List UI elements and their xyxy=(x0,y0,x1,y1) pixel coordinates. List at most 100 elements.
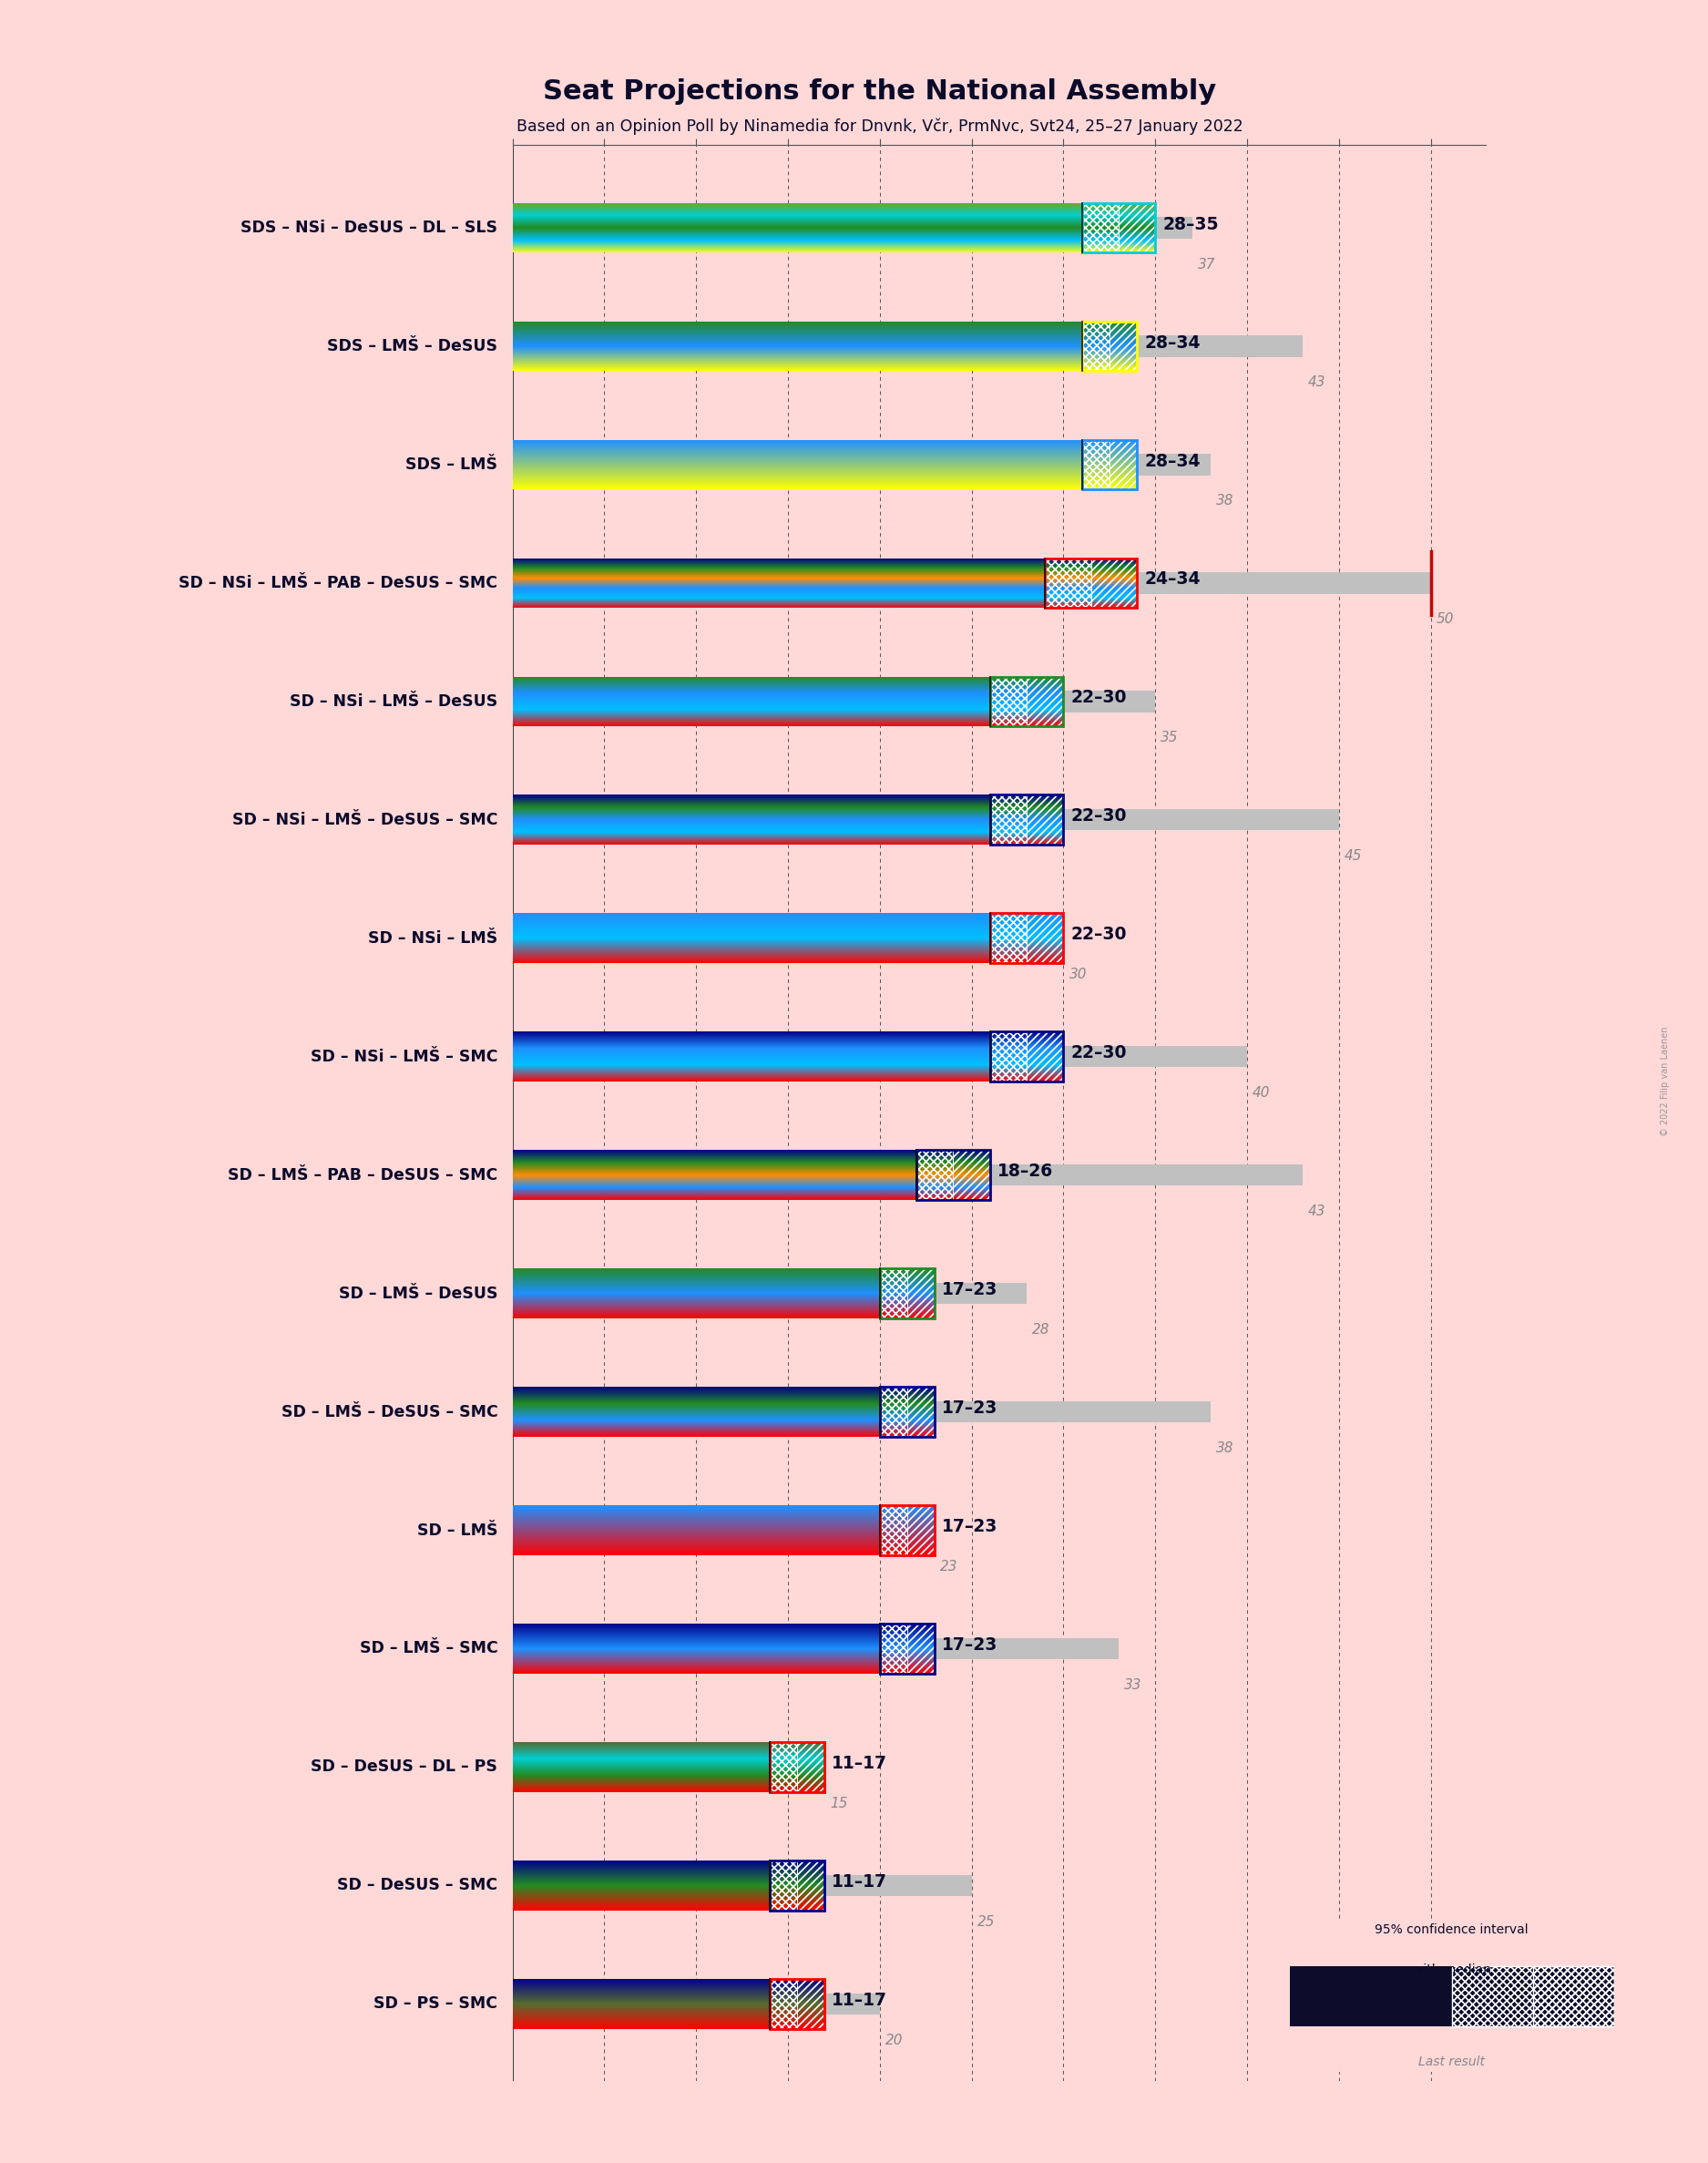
Bar xyxy=(512,216,1192,238)
Text: SDS – LMŠ: SDS – LMŠ xyxy=(407,456,497,474)
Text: SD – DeSUS – DL – PS: SD – DeSUS – DL – PS xyxy=(311,1759,497,1776)
Text: 28–34: 28–34 xyxy=(1144,452,1201,469)
Bar xyxy=(512,1875,972,1897)
Bar xyxy=(798,1979,825,2029)
Text: 15: 15 xyxy=(830,1797,847,1810)
Text: 37: 37 xyxy=(1197,257,1216,270)
Text: SD – LMŠ: SD – LMŠ xyxy=(417,1523,497,1538)
Bar xyxy=(1081,203,1155,253)
Bar xyxy=(991,1032,1027,1082)
Bar xyxy=(880,1268,934,1317)
Text: 11–17: 11–17 xyxy=(832,1754,888,1771)
Bar xyxy=(880,1386,907,1436)
Text: 22–30: 22–30 xyxy=(1071,807,1127,824)
Bar xyxy=(512,928,1064,950)
Text: 22–30: 22–30 xyxy=(1071,1045,1127,1062)
Bar xyxy=(953,1151,991,1200)
Text: 17–23: 17–23 xyxy=(943,1637,997,1655)
Bar xyxy=(770,1860,798,1910)
Bar xyxy=(907,1268,934,1317)
Bar xyxy=(1452,1966,1614,2027)
Text: 24–34: 24–34 xyxy=(1144,571,1201,588)
Bar xyxy=(512,454,1211,476)
Text: 43: 43 xyxy=(1308,376,1325,389)
Bar xyxy=(880,1386,934,1436)
Bar xyxy=(1081,203,1119,253)
Text: with median: with median xyxy=(1413,1964,1491,1975)
Bar xyxy=(512,690,1155,712)
Bar xyxy=(907,1505,934,1555)
Bar xyxy=(991,913,1027,963)
Bar xyxy=(880,1268,907,1317)
Bar xyxy=(1119,203,1155,253)
Bar xyxy=(770,1860,825,1910)
Bar xyxy=(512,1402,1211,1423)
Text: SD – PS – SMC: SD – PS – SMC xyxy=(374,1996,497,2012)
Text: SD – NSi – LMŠ – SMC: SD – NSi – LMŠ – SMC xyxy=(311,1049,497,1064)
Text: 30: 30 xyxy=(1069,967,1086,982)
Text: 33: 33 xyxy=(1124,1678,1143,1691)
Text: SD – NSi – LMŠ: SD – NSi – LMŠ xyxy=(369,930,497,947)
Bar xyxy=(770,1741,798,1791)
Text: SD – NSi – LMŠ – DeSUS: SD – NSi – LMŠ – DeSUS xyxy=(290,692,497,709)
Text: 95% confidence interval: 95% confidence interval xyxy=(1375,1923,1529,1936)
Bar xyxy=(1091,558,1138,608)
Text: 28: 28 xyxy=(1032,1324,1050,1337)
Text: 23: 23 xyxy=(941,1560,958,1573)
Bar xyxy=(770,1979,798,2029)
Bar xyxy=(512,1521,934,1540)
Text: © 2022 Filip van Laenen: © 2022 Filip van Laenen xyxy=(1660,1027,1670,1136)
Bar xyxy=(1110,322,1138,372)
Bar xyxy=(512,809,1339,831)
Bar xyxy=(991,677,1064,727)
Text: 22–30: 22–30 xyxy=(1071,926,1127,943)
Bar xyxy=(991,677,1027,727)
Bar xyxy=(1534,1966,1614,2027)
Bar xyxy=(880,1624,934,1674)
Bar xyxy=(512,573,1431,593)
Bar xyxy=(512,335,1301,357)
Text: SD – LMŠ – PAB – DeSUS – SMC: SD – LMŠ – PAB – DeSUS – SMC xyxy=(227,1166,497,1183)
Bar xyxy=(1081,322,1110,372)
Text: 43: 43 xyxy=(1308,1205,1325,1218)
Text: 28–35: 28–35 xyxy=(1163,216,1220,234)
Text: 11–17: 11–17 xyxy=(832,1992,888,2009)
Text: Last result: Last result xyxy=(1419,2055,1484,2068)
Bar xyxy=(770,1979,825,2029)
Text: SD – DeSUS – SMC: SD – DeSUS – SMC xyxy=(336,1877,497,1893)
Bar xyxy=(1027,796,1064,846)
Bar xyxy=(917,1151,953,1200)
Text: SD – NSi – LMŠ – DeSUS – SMC: SD – NSi – LMŠ – DeSUS – SMC xyxy=(232,811,497,828)
Text: 17–23: 17–23 xyxy=(943,1399,997,1417)
Bar xyxy=(798,1860,825,1910)
Bar xyxy=(512,1164,1301,1185)
Bar xyxy=(1045,558,1091,608)
Bar xyxy=(991,1032,1064,1082)
Bar xyxy=(1290,1966,1452,2027)
Text: 22–30: 22–30 xyxy=(1071,690,1127,707)
Bar xyxy=(1027,677,1064,727)
Text: SD – LMŠ – DeSUS – SMC: SD – LMŠ – DeSUS – SMC xyxy=(282,1404,497,1421)
Bar xyxy=(880,1505,907,1555)
Text: 28–34: 28–34 xyxy=(1144,333,1201,350)
Text: Seat Projections for the National Assembly: Seat Projections for the National Assemb… xyxy=(543,78,1216,106)
Text: SD – NSi – LMŠ – PAB – DeSUS – SMC: SD – NSi – LMŠ – PAB – DeSUS – SMC xyxy=(179,575,497,590)
Bar xyxy=(512,1756,787,1778)
Bar xyxy=(991,796,1027,846)
Text: 40: 40 xyxy=(1252,1086,1271,1101)
Bar xyxy=(512,1047,1247,1066)
Bar xyxy=(512,1992,880,2014)
Bar xyxy=(880,1624,907,1674)
Bar xyxy=(512,1283,1027,1304)
Bar xyxy=(1081,439,1110,489)
Text: 20: 20 xyxy=(885,2033,904,2046)
Bar xyxy=(770,1741,825,1791)
Bar xyxy=(798,1741,825,1791)
Text: 38: 38 xyxy=(1216,1441,1233,1456)
Bar xyxy=(1081,322,1138,372)
Text: 11–17: 11–17 xyxy=(832,1873,888,1890)
Text: 17–23: 17–23 xyxy=(943,1518,997,1536)
Text: 18–26: 18–26 xyxy=(997,1164,1054,1181)
Text: SDS – LMŠ – DeSUS: SDS – LMŠ – DeSUS xyxy=(328,337,497,355)
Text: SD – LMŠ – SMC: SD – LMŠ – SMC xyxy=(359,1640,497,1657)
